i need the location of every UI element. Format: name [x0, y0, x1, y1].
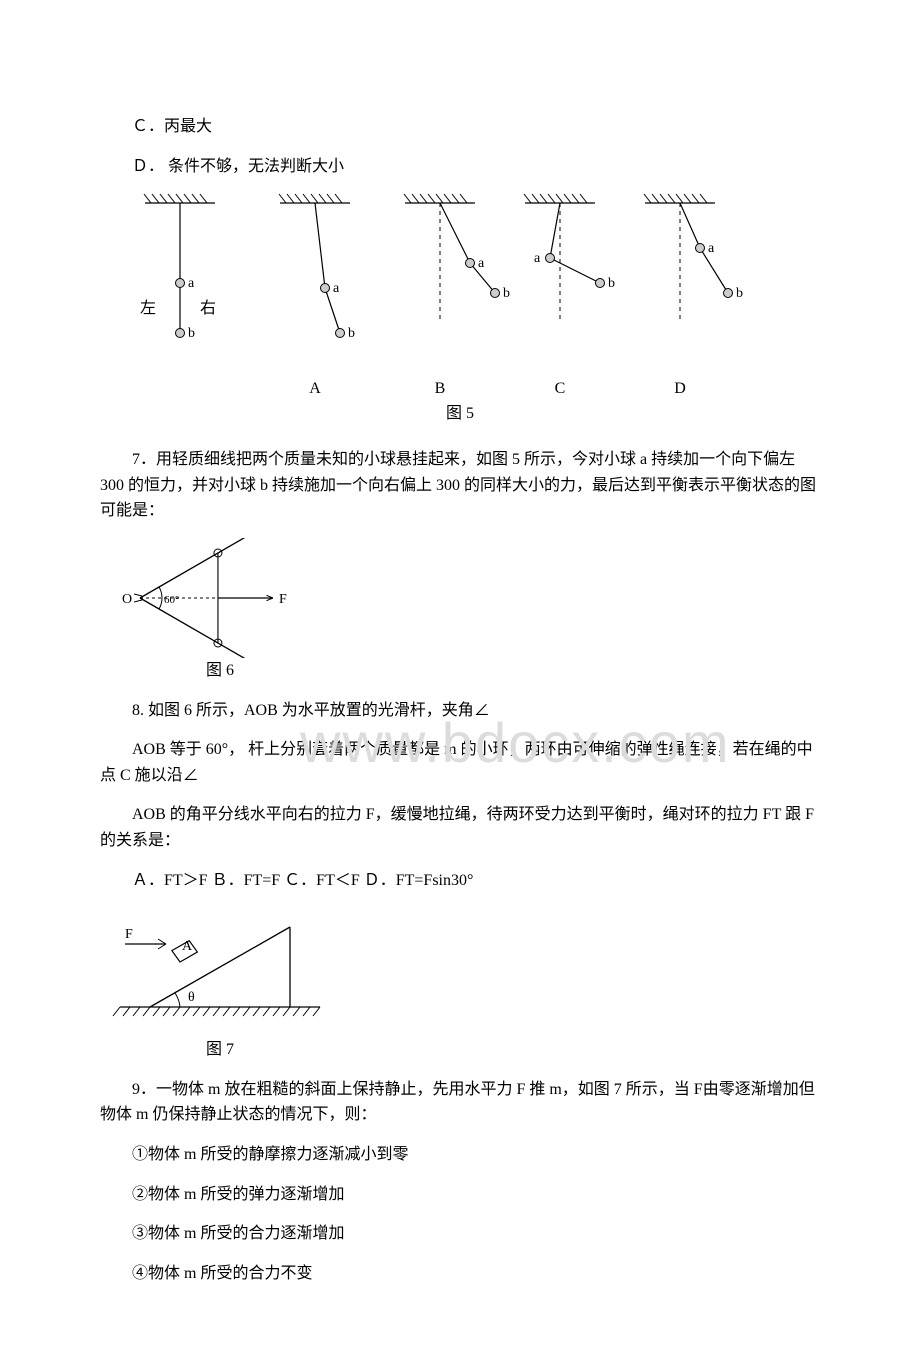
- question-9: 9．一物体 m 放在粗糙的斜面上保持静止，先用水平力 F 推 m，如图 7 所示…: [100, 1077, 820, 1128]
- figure-7: θ A F: [100, 907, 340, 1037]
- svg-text:D: D: [674, 380, 686, 397]
- figure-5: a b a b a b a b a b 左 右 A B C D 图 5: [110, 193, 810, 433]
- figure-6: OABF60°: [100, 538, 340, 658]
- svg-text:a: a: [333, 281, 340, 296]
- svg-text:a: a: [534, 251, 541, 266]
- svg-text:b: b: [736, 286, 743, 301]
- svg-text:左: 左: [140, 299, 156, 317]
- svg-text:a: a: [478, 256, 485, 271]
- svg-text:b: b: [188, 326, 195, 341]
- question-8a: 8. 如图 6 所示，AOB 为水平放置的光滑杆，夹角∠: [100, 698, 820, 724]
- svg-text:右: 右: [200, 299, 216, 317]
- question-9-1: ①物体 m 所受的静摩擦力逐渐减小到零: [100, 1142, 820, 1168]
- figure-6-label: 图 6: [100, 658, 340, 684]
- svg-text:F: F: [279, 592, 287, 607]
- question-9-3: ③物体 m 所受的合力逐渐增加: [100, 1221, 820, 1247]
- page-root: Ｃ．丙最大 Ｄ． 条件不够，无法判断大小 a b a b a b a b a b 左 右 A B C D 图 5…: [0, 0, 920, 1360]
- watermark-row: www.bdocx.com 8. 如图 6 所示，AOB 为水平放置的光滑杆，夹…: [100, 698, 820, 724]
- svg-text:O: O: [122, 592, 132, 607]
- question-8b: AOB 等于 60°， 杆上分别套着两个质量都是 m 的小环，两环由可伸缩的弹性…: [100, 737, 820, 788]
- question-7: 7．用轻质细线把两个质量未知的小球悬挂起来，如图 5 所示，今对小球 a 持续加…: [100, 447, 820, 524]
- svg-text:F: F: [125, 927, 133, 942]
- svg-text:C: C: [555, 380, 566, 397]
- svg-text:60°: 60°: [164, 594, 179, 606]
- svg-text:a: a: [708, 241, 715, 256]
- svg-text:A: A: [182, 939, 193, 954]
- svg-text:B: B: [435, 380, 446, 397]
- figure-7-label: 图 7: [100, 1037, 340, 1063]
- option-d: Ｄ． 条件不够，无法判断大小: [100, 154, 820, 180]
- svg-text:b: b: [348, 326, 355, 341]
- question-9-2: ②物体 m 所受的弹力逐渐增加: [100, 1182, 820, 1208]
- option-c: Ｃ．丙最大: [100, 114, 820, 140]
- question-9-4: ④物体 m 所受的合力不变: [100, 1261, 820, 1287]
- svg-text:b: b: [503, 286, 510, 301]
- svg-text:b: b: [608, 276, 615, 291]
- svg-text:a: a: [188, 276, 195, 291]
- question-8c: AOB 的角平分线水平向右的拉力 F，缓慢地拉绳，待两环受力达到平衡时，绳对环的…: [100, 802, 820, 853]
- question-8-options: Ａ．FT＞F Ｂ．FT=F Ｃ．FT＜F Ｄ．FT=Fsin30°: [100, 868, 820, 894]
- svg-text:θ: θ: [188, 990, 195, 1005]
- svg-text:A: A: [309, 380, 321, 397]
- svg-text:图 5: 图 5: [446, 405, 474, 422]
